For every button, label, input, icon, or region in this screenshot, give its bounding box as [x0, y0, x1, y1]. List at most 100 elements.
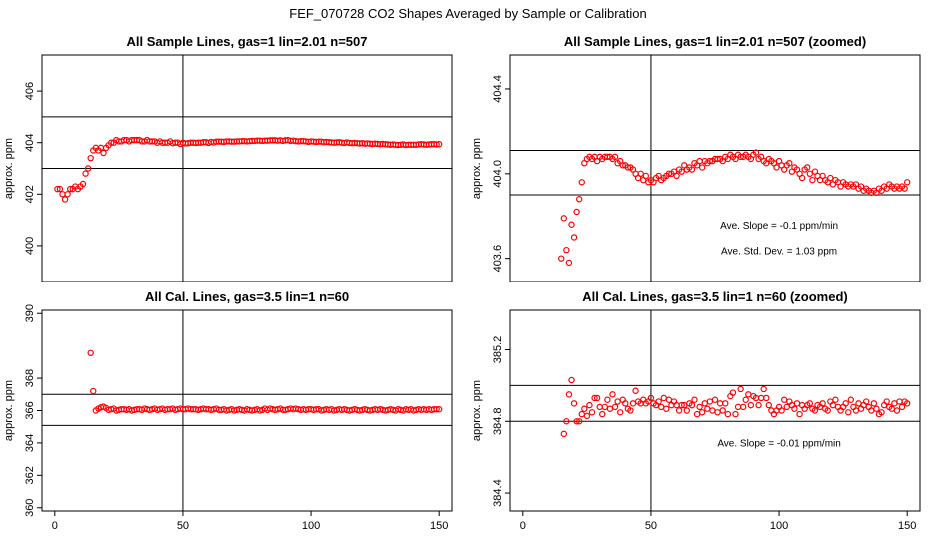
plot-frame: [509, 54, 921, 282]
data-point: [847, 396, 855, 403]
data-point: [575, 418, 583, 425]
chart-panel-sample-lines-zoomed: All Sample Lines, gas=1 lin=2.01 n=507 (…: [471, 34, 921, 282]
data-point: [660, 394, 667, 402]
data-point: [901, 185, 908, 192]
data-point: [780, 396, 788, 403]
data-point: [811, 407, 819, 414]
data-point: [804, 164, 811, 171]
data-point: [675, 407, 683, 414]
annotation-text: Ave. Slope = -0.1 ppm/min: [720, 221, 838, 232]
data-point: [722, 400, 729, 407]
data-point: [570, 400, 578, 407]
data-point: [433, 141, 440, 148]
data-point: [565, 259, 573, 267]
data-point: [737, 385, 744, 393]
data-point: [842, 400, 849, 407]
data-point: [688, 401, 696, 409]
data-point: [606, 405, 614, 412]
data-point: [593, 394, 601, 402]
data-point: [591, 394, 598, 402]
data-point: [578, 179, 585, 186]
data-point: [819, 400, 826, 407]
y-tick-label: 362: [24, 466, 36, 484]
y-tick-label: 406: [24, 82, 36, 100]
data-point: [568, 376, 575, 384]
data-point: [573, 418, 580, 425]
y-tick-label: 400: [24, 237, 36, 255]
chart-title: All Cal. Lines, gas=3.5 lin=1 n=60 (zoom…: [582, 289, 848, 304]
data-point: [760, 385, 767, 393]
data-point: [107, 139, 115, 146]
data-point: [563, 246, 570, 254]
data-point: [560, 430, 568, 438]
data-point: [778, 407, 785, 414]
y-axis-label: approx. ppm: [471, 380, 483, 441]
data-point: [714, 409, 721, 416]
y-tick-label: 364: [24, 434, 36, 452]
data-point: [827, 174, 834, 182]
y-tick-label: 404: [24, 134, 36, 152]
data-point: [791, 405, 798, 412]
data-point: [642, 172, 650, 180]
data-point: [704, 405, 711, 412]
y-tick-label: 384.4: [492, 479, 504, 507]
data-point: [56, 185, 64, 193]
data-point: [729, 389, 737, 396]
data-point: [701, 400, 708, 407]
plot-frame: [509, 309, 921, 512]
data-point: [558, 255, 565, 262]
chart-panel-cal-lines: All Cal. Lines, gas=3.5 lin=1 n=60 approx…: [3, 289, 453, 532]
data-point: [657, 403, 665, 411]
data-point: [596, 403, 603, 411]
data-point: [622, 400, 629, 407]
data-point: [637, 170, 644, 178]
chart-panel-sample-lines: All Sample Lines, gas=1 lin=2.01 n=507 ap…: [3, 34, 453, 282]
data-point: [752, 149, 760, 156]
data-point: [575, 196, 583, 203]
data-point: [698, 409, 706, 416]
data-point: [588, 409, 596, 416]
data-point: [773, 164, 780, 171]
data-point: [568, 221, 575, 228]
y-tick-label: 390: [24, 304, 36, 322]
y-tick-label: 360: [24, 499, 36, 517]
data-point: [565, 391, 573, 398]
data-point: [747, 401, 755, 409]
data-point: [870, 400, 878, 407]
data-point: [663, 405, 670, 412]
data-point: [619, 162, 626, 169]
data-point: [611, 403, 619, 411]
x-tick-label: 0: [520, 520, 526, 532]
data-point: [893, 407, 901, 414]
data-point: [581, 405, 588, 412]
data-point: [61, 196, 69, 203]
data-point: [824, 407, 831, 414]
data-point: [614, 398, 621, 405]
data-point: [609, 391, 616, 398]
annotation-text: Ave. Std. Dev. = 1.03 ppm: [721, 246, 837, 257]
data-point: [627, 407, 634, 414]
data-point: [796, 410, 803, 418]
data-point: [604, 153, 611, 161]
data-point: [66, 185, 74, 193]
data-point: [616, 409, 624, 416]
data-point: [734, 403, 742, 411]
data-point: [763, 394, 770, 402]
data-point: [578, 410, 585, 418]
y-tick-label: 404.4: [492, 75, 504, 103]
data-point: [706, 398, 714, 405]
data-point: [87, 154, 94, 162]
data-point: [745, 391, 752, 398]
data-point: [891, 400, 898, 407]
y-tick-label: 384.8: [492, 408, 504, 436]
data-point: [903, 400, 911, 407]
data-point: [433, 406, 440, 413]
x-tick-label: 0: [52, 520, 58, 532]
data-point: [586, 401, 593, 409]
data-point: [90, 387, 97, 395]
data-point: [716, 400, 724, 407]
data-point: [786, 159, 793, 167]
data-point: [688, 166, 696, 173]
data-point: [647, 394, 655, 402]
data-point: [570, 234, 578, 241]
